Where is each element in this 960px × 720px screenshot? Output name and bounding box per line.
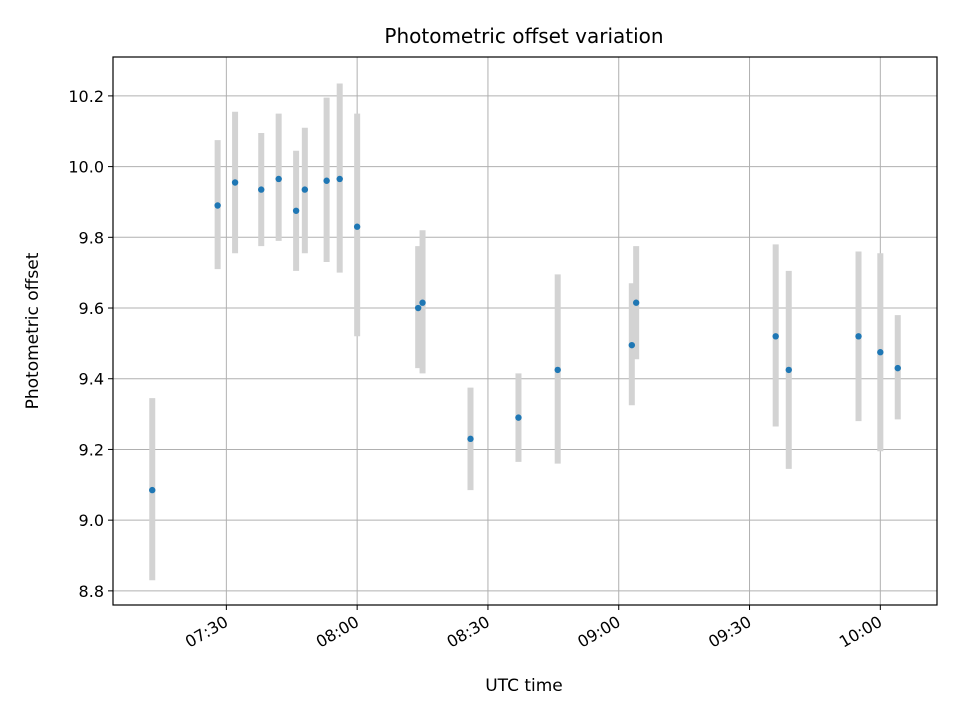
- y-tick-label: 9.4: [79, 370, 104, 389]
- data-point: [554, 366, 561, 374]
- y-tick-label: 10.2: [68, 87, 104, 106]
- data-point: [894, 364, 901, 372]
- y-tick-label: 9.0: [79, 511, 104, 530]
- data-point: [301, 186, 309, 193]
- data-point: [419, 299, 426, 306]
- data-point: [632, 299, 640, 306]
- y-tick-label: 9.6: [79, 299, 104, 318]
- data-point: [785, 366, 792, 374]
- data-point: [855, 333, 862, 340]
- data-point: [323, 177, 330, 184]
- x-axis-label: UTC time: [485, 676, 563, 696]
- data-point: [414, 304, 422, 312]
- y-tick-label: 8.8: [79, 582, 104, 601]
- data-point: [877, 349, 884, 356]
- data-points: [149, 175, 901, 494]
- y-axis-label: Photometric offset: [23, 252, 43, 409]
- data-point: [336, 175, 343, 183]
- data-point: [231, 179, 239, 186]
- y-axis-ticks: 8.8 9.0 9.2 9.4 9.6 9.8 10.0 10.2: [68, 87, 113, 601]
- chart-title: Photometric offset variation: [384, 24, 663, 48]
- data-point: [628, 341, 636, 349]
- y-tick-label: 9.8: [79, 228, 104, 247]
- data-point: [467, 435, 474, 443]
- data-point: [515, 414, 522, 421]
- data-point: [353, 223, 361, 230]
- plot-frame: [112, 56, 938, 606]
- data-point: [149, 486, 156, 494]
- y-tick-label: 9.2: [79, 440, 104, 459]
- data-point: [258, 186, 265, 193]
- y-tick-label: 10.0: [68, 158, 104, 177]
- data-point: [214, 202, 221, 209]
- data-point: [292, 207, 300, 214]
- data-point: [772, 333, 779, 340]
- data-point: [275, 175, 282, 183]
